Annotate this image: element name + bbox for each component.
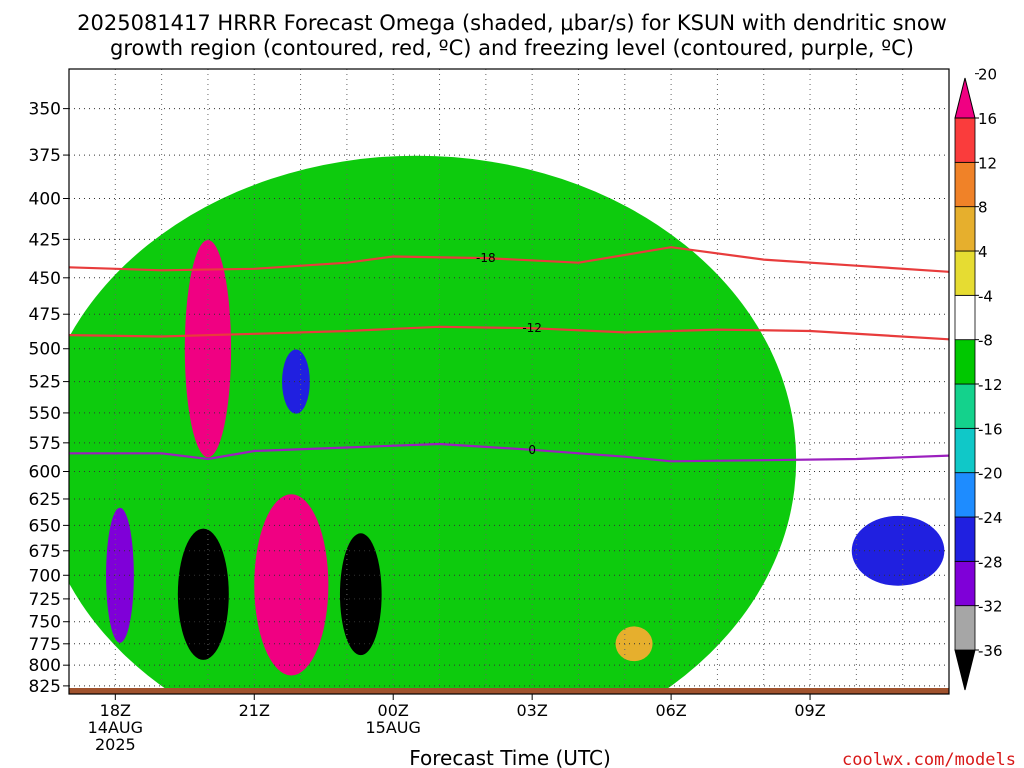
- omega-blue-right: [851, 515, 945, 586]
- colorbar-label: 8: [978, 199, 988, 217]
- x-axis-label: Forecast Time (UTC): [409, 746, 611, 768]
- y-tick-label: 825: [29, 677, 61, 697]
- omega-blue-upper: [282, 349, 310, 414]
- colorbar-high-arrow: [954, 77, 976, 119]
- colorbar-label: 12: [978, 154, 997, 172]
- y-tick-label: 525: [29, 373, 61, 393]
- colorbar-label: -8: [978, 332, 993, 350]
- x-tick-label: 15AUG: [365, 718, 420, 737]
- contour-lines: -18 -12 0: [69, 246, 949, 463]
- colorbar-segment: [954, 339, 976, 385]
- colorbar-segment: [954, 383, 976, 429]
- omega-black-core-2: [339, 533, 382, 656]
- y-tick-label: 600: [29, 462, 61, 482]
- colorbar-segment: [954, 206, 976, 252]
- contour-line: [69, 246, 949, 273]
- colorbar-label: -4: [978, 287, 993, 305]
- colorbar-label: -16: [978, 420, 1003, 438]
- y-tick-label: 575: [29, 434, 61, 454]
- omega-black-core-1: [177, 528, 229, 660]
- y-tick-label: 675: [29, 542, 61, 562]
- y-tick-label: 400: [29, 190, 61, 210]
- y-tick-label: 375: [29, 146, 61, 166]
- x-tick-label: 06Z: [655, 701, 686, 720]
- colorbar-label: -36: [978, 642, 1003, 660]
- y-tick-label: 775: [29, 635, 61, 655]
- colorbar-segment: [954, 516, 976, 562]
- y-axis: 350 375 400 425 450 475 500 525 550 575 600 625 650 6…: [29, 100, 69, 697]
- y-tick-label: 650: [29, 516, 61, 536]
- colorbar-label: -20: [978, 465, 1003, 483]
- y-tick-label: 750: [29, 613, 61, 633]
- colorbar-segment: [954, 117, 976, 163]
- x-tick-label: 03Z: [516, 701, 547, 720]
- colorbar-label: -32: [978, 598, 1003, 616]
- credit-text: coolwx.com/models: [842, 750, 1016, 768]
- chart-title-line2: growth region (contoured, red, ºC) and f…: [110, 36, 914, 60]
- contour-label: -12: [522, 321, 542, 335]
- colorbar-segment: [954, 250, 976, 296]
- y-tick-label: 450: [29, 269, 61, 289]
- contour-line: [69, 325, 949, 341]
- colorbar-low-arrow: [954, 649, 976, 691]
- omega-shading: [69, 155, 945, 694]
- contour-line: [69, 442, 949, 463]
- x-tick-label: 00Z: [378, 701, 409, 720]
- y-tick-label: 725: [29, 590, 61, 610]
- colorbar: -36 -32 -28 -24 -20 -16 -12 -8 -4 4 8 12 16 20: [954, 66, 1003, 691]
- y-tick-label: 550: [29, 404, 61, 424]
- colorbar-label: 20: [978, 66, 997, 84]
- colorbar-label: -12: [978, 376, 1003, 394]
- x-tick-label: 2025: [95, 735, 136, 754]
- y-tick-label: 625: [29, 490, 61, 510]
- omega-green-envelope: [69, 155, 797, 694]
- colorbar-segment: [954, 560, 976, 607]
- colorbar-label: 4: [978, 243, 988, 261]
- colorbar-segment: [954, 294, 976, 341]
- contour-label: -18: [476, 251, 496, 265]
- colorbar-segment: [954, 161, 976, 208]
- x-tick-label: 09Z: [794, 701, 825, 720]
- y-tick-label: 425: [29, 230, 61, 250]
- omega-pink-upper: [184, 240, 232, 458]
- colorbar-label: -24: [978, 509, 1003, 527]
- omega-pink-block: [254, 494, 329, 676]
- y-tick-label: 350: [29, 100, 61, 120]
- x-tick-label: 18Z: [100, 701, 131, 720]
- y-tick-label: 800: [29, 656, 61, 676]
- colorbar-segment: [954, 427, 976, 474]
- gridlines: [69, 69, 949, 694]
- colorbar-label: -28: [978, 553, 1003, 571]
- x-tick-label: 14AUG: [88, 718, 143, 737]
- contour-label: 0: [528, 443, 536, 457]
- terrain-strip: [69, 688, 949, 694]
- y-tick-label: 475: [29, 305, 61, 325]
- chart-title-line1: 2025081417 HRRR Forecast Omega (shaded, …: [77, 11, 947, 35]
- y-tick-label: 500: [29, 340, 61, 360]
- colorbar-segment: [954, 605, 976, 651]
- colorbar-label: 16: [978, 110, 997, 128]
- x-tick-label: 21Z: [239, 701, 270, 720]
- y-tick-label: 700: [29, 566, 61, 586]
- colorbar-segment: [954, 472, 976, 518]
